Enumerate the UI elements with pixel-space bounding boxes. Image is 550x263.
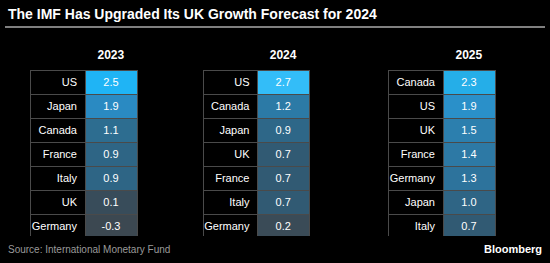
- svg-text:1.3: 1.3: [461, 172, 476, 184]
- svg-text:Italy: Italy: [229, 196, 250, 208]
- svg-text:Canada: Canada: [396, 76, 435, 88]
- svg-text:2024: 2024: [270, 48, 297, 62]
- svg-text:1.5: 1.5: [461, 124, 476, 136]
- svg-text:-0.3: -0.3: [102, 220, 121, 232]
- svg-text:Bloomberg: Bloomberg: [484, 243, 542, 255]
- svg-text:0.2: 0.2: [276, 220, 291, 232]
- svg-text:Source: International Monetary: Source: International Monetary Fund: [8, 244, 170, 255]
- svg-text:Canada: Canada: [211, 100, 250, 112]
- svg-text:UK: UK: [234, 148, 250, 160]
- svg-text:2025: 2025: [455, 48, 482, 62]
- svg-text:1.9: 1.9: [103, 100, 118, 112]
- svg-text:2.3: 2.3: [461, 76, 476, 88]
- svg-text:1.0: 1.0: [461, 196, 476, 208]
- svg-text:The IMF Has Upgraded Its UK Gr: The IMF Has Upgraded Its UK Growth Forec…: [8, 6, 377, 22]
- svg-text:2.5: 2.5: [103, 76, 118, 88]
- svg-text:0.9: 0.9: [103, 148, 118, 160]
- svg-text:US: US: [420, 100, 435, 112]
- svg-text:Germany: Germany: [204, 220, 250, 232]
- svg-text:Japan: Japan: [47, 100, 77, 112]
- svg-text:0.1: 0.1: [103, 196, 118, 208]
- svg-text:UK: UK: [62, 196, 78, 208]
- svg-text:0.9: 0.9: [276, 124, 291, 136]
- svg-text:0.7: 0.7: [461, 220, 476, 232]
- svg-text:UK: UK: [420, 124, 436, 136]
- svg-text:Japan: Japan: [405, 196, 435, 208]
- svg-text:0.9: 0.9: [103, 172, 118, 184]
- svg-text:1.4: 1.4: [461, 148, 476, 160]
- svg-text:France: France: [401, 148, 435, 160]
- svg-text:Canada: Canada: [38, 124, 77, 136]
- svg-text:0.7: 0.7: [276, 196, 291, 208]
- svg-text:Germany: Germany: [390, 172, 436, 184]
- svg-text:1.2: 1.2: [276, 100, 291, 112]
- svg-text:France: France: [215, 172, 249, 184]
- svg-text:Germany: Germany: [32, 220, 78, 232]
- svg-text:Japan: Japan: [220, 124, 250, 136]
- svg-text:France: France: [43, 148, 77, 160]
- svg-text:2023: 2023: [97, 48, 124, 62]
- svg-text:Italy: Italy: [415, 220, 436, 232]
- svg-text:US: US: [62, 76, 77, 88]
- svg-text:1.9: 1.9: [461, 100, 476, 112]
- svg-text:0.7: 0.7: [276, 172, 291, 184]
- svg-text:1.1: 1.1: [103, 124, 118, 136]
- svg-text:Italy: Italy: [57, 172, 78, 184]
- svg-text:US: US: [234, 76, 249, 88]
- svg-text:0.7: 0.7: [276, 148, 291, 160]
- svg-text:2.7: 2.7: [276, 76, 291, 88]
